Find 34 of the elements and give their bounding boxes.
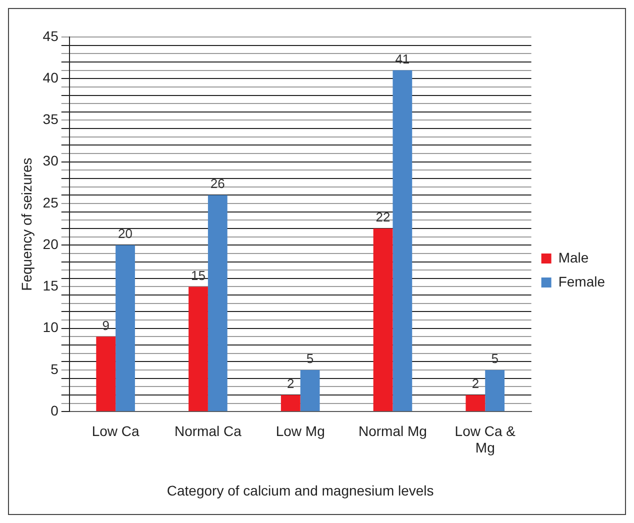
x-tick-label: Low Ca & Mg <box>454 422 516 456</box>
y-tick-label: 30 <box>42 152 59 169</box>
legend-label: Female <box>558 273 606 290</box>
x-tick-label: Low Ca <box>92 422 140 439</box>
bar <box>392 70 412 412</box>
bar <box>116 245 135 412</box>
data-label: 20 <box>118 226 132 242</box>
bar <box>208 195 228 412</box>
bar <box>300 370 320 412</box>
data-label: 2 <box>472 376 480 392</box>
bar <box>96 336 116 412</box>
data-label: 2 <box>287 376 294 392</box>
data-label: 26 <box>210 176 225 192</box>
legend-label: Male <box>558 249 589 266</box>
y-tick-label: 45 <box>42 28 59 44</box>
x-axis-title: Category of calcium and magnesium levels <box>166 482 434 498</box>
y-tick-label: 25 <box>42 194 59 210</box>
y-axis-title: Fequency of seizures <box>18 158 34 291</box>
y-tick-label: 0 <box>50 402 59 418</box>
y-tick-label: 5 <box>50 360 59 377</box>
bar <box>280 394 300 412</box>
y-tick-label: 20 <box>42 236 59 252</box>
x-tick-label: Normal Ca <box>174 422 242 439</box>
x-tick-label: Normal Mg <box>358 422 427 439</box>
y-tick-label: 10 <box>42 319 59 336</box>
y-tick-label: 15 <box>42 278 59 294</box>
y-tick-label: 40 <box>42 69 59 86</box>
y-tick-label: 35 <box>42 111 59 128</box>
bar <box>373 228 393 412</box>
bar <box>188 286 208 412</box>
data-label: 22 <box>376 210 390 225</box>
bar <box>485 370 505 412</box>
x-tick-label: Low Mg <box>276 422 325 439</box>
bar <box>466 394 486 412</box>
